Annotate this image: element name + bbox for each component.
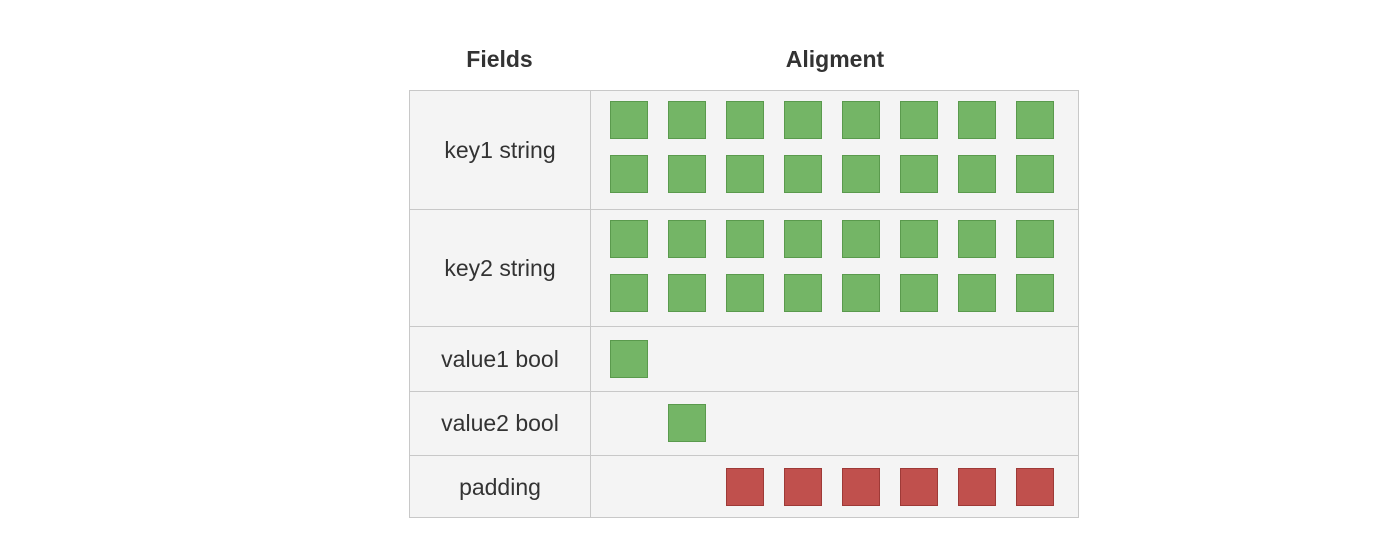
table-row: value2 bool: [410, 391, 1078, 455]
data-byte-cell: [958, 101, 996, 139]
data-byte-cell: [1016, 274, 1054, 312]
data-byte-cell: [900, 155, 938, 193]
alignment-table: key1 string key2 string value1 bool value2 …: [409, 90, 1079, 518]
alignment-cells: [591, 327, 1078, 391]
data-byte-cell: [668, 101, 706, 139]
data-byte-cell: [784, 155, 822, 193]
fields-header: Fields: [466, 46, 533, 72]
data-byte-cell: [1016, 155, 1054, 193]
field-label: value2 bool: [410, 392, 591, 455]
padding-byte-cell: [900, 468, 938, 506]
field-label: key2 string: [410, 210, 591, 326]
data-byte-cell: [668, 220, 706, 258]
data-byte-cell: [610, 340, 648, 378]
data-byte-cell: [610, 155, 648, 193]
table-row: key1 string: [410, 91, 1078, 209]
data-byte-cell: [668, 155, 706, 193]
data-byte-cell: [842, 220, 880, 258]
alignment-cells: [591, 91, 1078, 209]
alignment-cells: [591, 392, 1078, 455]
data-byte-cell: [1016, 101, 1054, 139]
data-byte-cell: [668, 404, 706, 442]
data-byte-cell: [784, 274, 822, 312]
data-byte-cell: [726, 101, 764, 139]
alignment-cells: [591, 210, 1078, 326]
table-row: padding: [410, 455, 1078, 518]
padding-byte-cell: [958, 468, 996, 506]
data-byte-cell: [610, 274, 648, 312]
data-byte-cell: [842, 155, 880, 193]
data-byte-cell: [726, 220, 764, 258]
padding-byte-cell: [784, 468, 822, 506]
data-byte-cell: [668, 274, 706, 312]
table-row: value1 bool: [410, 326, 1078, 391]
data-byte-cell: [1016, 220, 1054, 258]
data-byte-cell: [900, 101, 938, 139]
data-byte-cell: [900, 220, 938, 258]
data-byte-cell: [610, 220, 648, 258]
padding-byte-cell: [726, 468, 764, 506]
data-byte-cell: [900, 274, 938, 312]
data-byte-cell: [842, 274, 880, 312]
data-byte-cell: [958, 220, 996, 258]
data-byte-cell: [842, 101, 880, 139]
data-byte-cell: [784, 101, 822, 139]
alignment-cells: [591, 456, 1078, 518]
data-byte-cell: [610, 101, 648, 139]
data-byte-cell: [726, 155, 764, 193]
padding-byte-cell: [1016, 468, 1054, 506]
table-row: key2 string: [410, 209, 1078, 326]
data-byte-cell: [784, 220, 822, 258]
field-label: padding: [410, 456, 591, 518]
data-byte-cell: [958, 274, 996, 312]
field-label: key1 string: [410, 91, 591, 209]
data-byte-cell: [726, 274, 764, 312]
data-byte-cell: [958, 155, 996, 193]
field-label: value1 bool: [410, 327, 591, 391]
padding-byte-cell: [842, 468, 880, 506]
alignment-header: Aligment: [785, 46, 885, 72]
